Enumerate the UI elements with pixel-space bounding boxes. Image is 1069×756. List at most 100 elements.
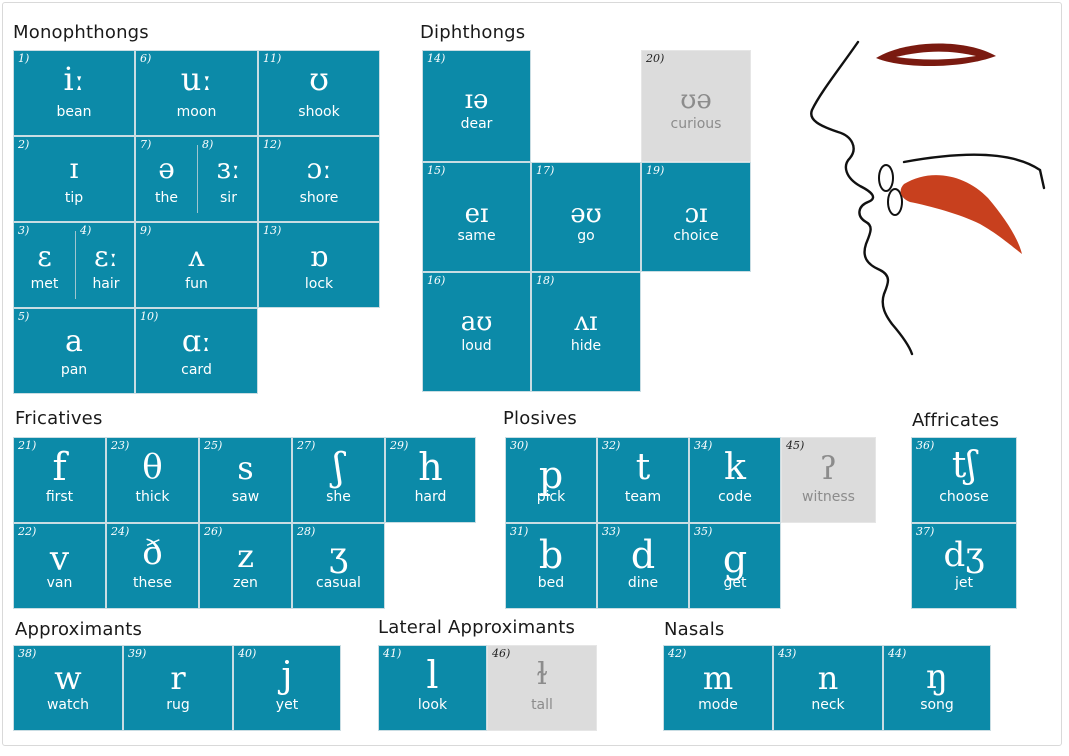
ipa-symbol: t — [635, 447, 651, 488]
example-word: shook — [298, 104, 340, 120]
phoneme-tile-choose[interactable]: 36) tʃ choose — [911, 437, 1017, 523]
ipa-symbol: r — [170, 659, 186, 697]
example-word: go — [577, 228, 595, 244]
tile-divider — [197, 145, 198, 213]
example-word: yet — [275, 697, 299, 713]
ipa-symbol: k — [724, 447, 746, 488]
tile-number: 10) — [140, 310, 159, 323]
example-word: rug — [166, 697, 190, 713]
phoneme-tile-witness[interactable]: 45) ʔ witness — [781, 437, 876, 523]
phoneme-tile-choice[interactable]: 19) ɔɪ choice — [641, 162, 751, 272]
phoneme-tile-go[interactable]: 17) əʊ go — [531, 162, 641, 272]
phoneme-tile-team[interactable]: 32) t team — [597, 437, 689, 523]
example-word: van — [46, 575, 73, 591]
phoneme-tile-card[interactable]: 10) ɑː card — [135, 308, 258, 394]
tile-number: 45) — [786, 439, 805, 452]
tile-number: 37) — [916, 525, 935, 538]
example-word: hide — [570, 338, 602, 354]
tile-number: 28) — [297, 525, 316, 538]
ipa-symbol: ɪ — [69, 152, 79, 185]
tile-number: 15) — [427, 164, 446, 177]
example-word: choice — [673, 228, 719, 244]
phoneme-tile-song[interactable]: 44) ŋ song — [883, 645, 991, 731]
phoneme-tile-dear[interactable]: 14) ɪə dear — [422, 50, 531, 162]
example-word: witness — [802, 489, 855, 505]
ipa-symbol: ŋ — [926, 657, 948, 697]
phoneme-tile-watch[interactable]: 38) w watch — [13, 645, 123, 731]
phoneme-tile-get[interactable]: 35) g get — [689, 523, 781, 609]
example-word: jet — [955, 575, 973, 591]
example-word: met — [30, 276, 59, 292]
phoneme-tile-look[interactable]: 41) l look — [378, 645, 487, 731]
ipa-symbol: d — [630, 533, 656, 577]
lip-gap — [896, 51, 976, 60]
phoneme-tile-code[interactable]: 34) k code — [689, 437, 781, 523]
example-word: first — [45, 489, 74, 505]
example-word: hard — [414, 489, 447, 505]
phoneme-tile-met[interactable]: 3) ɛ met — [14, 223, 75, 307]
phoneme-tile-moon[interactable]: 6) uː moon — [135, 50, 258, 136]
phoneme-tile-hair[interactable]: 4) ɛː hair — [76, 223, 134, 307]
phoneme-tile-fun[interactable]: 9) ʌ fun — [135, 222, 258, 308]
heading-diphthongs: Diphthongs — [420, 22, 526, 43]
phoneme-tile-casual[interactable]: 28) ʒ casual — [292, 523, 385, 609]
phoneme-tile-thick[interactable]: 23) θ thick — [106, 437, 199, 523]
phoneme-tile-pair-met-hair: 3) ɛ met 4) ɛː hair — [13, 222, 135, 308]
example-word: zen — [233, 575, 258, 591]
heading-approximants: Approximants — [15, 619, 143, 640]
phoneme-tile-hard[interactable]: 29) h hard — [385, 437, 476, 523]
palate-line — [902, 153, 1046, 190]
phoneme-tile-neck[interactable]: 43) n neck — [773, 645, 883, 731]
phoneme-tile-tall[interactable]: 46) ɫ tall — [487, 645, 597, 731]
phoneme-tile-she[interactable]: 27) ʃ she — [292, 437, 385, 523]
phoneme-tile-first[interactable]: 21) f first — [13, 437, 106, 523]
phoneme-tile-shook[interactable]: 11) ʊ shook — [258, 50, 380, 136]
ipa-symbol: ð — [142, 533, 163, 573]
ipa-symbol: uː — [180, 60, 213, 98]
ipa-symbol: eɪ — [464, 199, 489, 229]
tile-number: 7) — [140, 138, 152, 151]
tile-number: 23) — [111, 439, 130, 452]
ipa-symbol: m — [702, 659, 734, 697]
phoneme-tile-the[interactable]: 7) ə the — [136, 137, 197, 221]
phoneme-tile-loud[interactable]: 16) aʊ loud — [422, 272, 531, 392]
phoneme-tile-bed[interactable]: 31) b bed — [505, 523, 597, 609]
phoneme-tile-rug[interactable]: 39) r rug — [123, 645, 233, 731]
tile-number: 44) — [888, 647, 907, 660]
upper-teeth-icon — [878, 164, 894, 192]
ipa-symbol: f — [52, 445, 67, 489]
tile-number: 40) — [238, 647, 257, 660]
tile-number: 22) — [18, 525, 37, 538]
phoneme-tile-mode[interactable]: 42) m mode — [663, 645, 773, 731]
phoneme-tile-pick[interactable]: 30) p pick — [505, 437, 597, 523]
phoneme-tile-sir[interactable]: 8) ɜː sir — [198, 137, 257, 221]
phoneme-tile-hide[interactable]: 18) ʌɪ hide — [531, 272, 641, 392]
example-word: neck — [811, 697, 845, 713]
phoneme-tile-bean[interactable]: 1) iː bean — [13, 50, 135, 136]
example-word: pick — [536, 489, 566, 505]
ipa-symbol: aʊ — [460, 307, 493, 337]
tile-number: 12) — [263, 138, 282, 151]
phoneme-tile-lock[interactable]: 13) ɒ lock — [258, 222, 380, 308]
heading-plosives: Plosives — [503, 408, 577, 429]
ipa-symbol: a — [65, 324, 83, 359]
phoneme-tile-pan[interactable]: 5) a pan — [13, 308, 135, 394]
ipa-symbol: əʊ — [570, 199, 602, 229]
tile-number: 24) — [111, 525, 130, 538]
tile-number: 4) — [80, 224, 92, 237]
phoneme-tile-same[interactable]: 15) eɪ same — [422, 162, 531, 272]
phoneme-tile-dine[interactable]: 33) d dine — [597, 523, 689, 609]
phoneme-tile-curious[interactable]: 20) ʊə curious — [641, 50, 751, 162]
phoneme-tile-shore[interactable]: 12) ɔː shore — [258, 136, 380, 222]
phoneme-tile-these[interactable]: 24) ð these — [106, 523, 199, 609]
tile-number: 34) — [694, 439, 713, 452]
phoneme-tile-zen[interactable]: 26) z zen — [199, 523, 292, 609]
ipa-symbol: ɫ — [536, 657, 548, 692]
phoneme-tile-tip[interactable]: 2) ɪ tip — [13, 136, 135, 222]
tile-number: 38) — [18, 647, 37, 660]
example-word: code — [718, 489, 752, 505]
phoneme-tile-saw[interactable]: 25) s saw — [199, 437, 292, 523]
phoneme-tile-jet[interactable]: 37) dʒ jet — [911, 523, 1017, 609]
phoneme-tile-van[interactable]: 22) v van — [13, 523, 106, 609]
phoneme-tile-yet[interactable]: 40) j yet — [233, 645, 341, 731]
